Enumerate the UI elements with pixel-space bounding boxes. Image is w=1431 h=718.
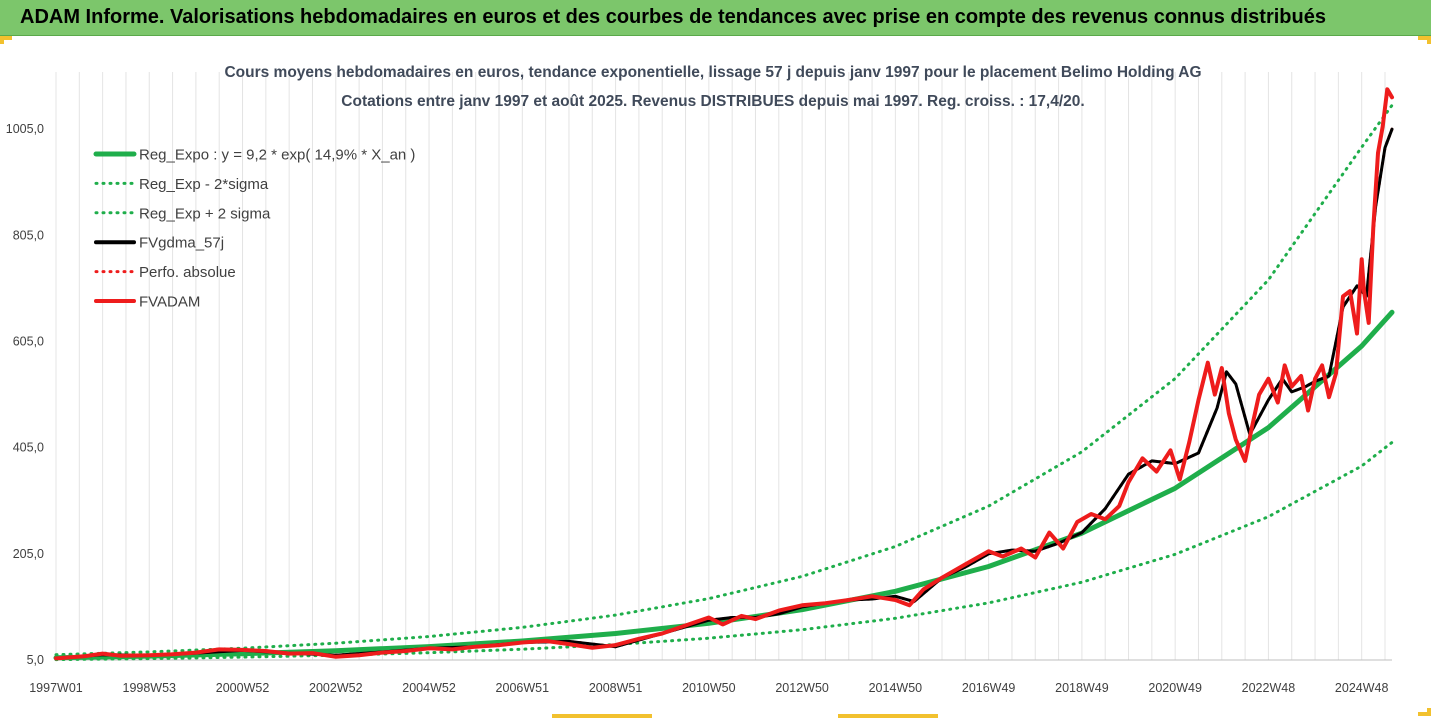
grid <box>55 72 1392 661</box>
y-tick-label: 805,0 <box>13 228 44 242</box>
x-tick-label: 2000W52 <box>216 681 270 695</box>
bottom-marker <box>838 714 938 718</box>
series-reg-exp-line <box>54 103 1394 657</box>
chart: 1997W01 1998W53 2000W52 2002W52 2004W52 2006W… <box>6 64 1395 695</box>
legend-label: FVgdma_57j <box>139 235 224 252</box>
x-tick-label: 2024W48 <box>1335 681 1389 695</box>
y-tick-label: 205,0 <box>13 547 44 561</box>
x-tick-label: 2008W51 <box>589 681 643 695</box>
legend-label: FVADAM <box>139 294 200 311</box>
x-tick-label: 2018W49 <box>1055 681 1109 695</box>
chart-subtitle: Cotations entre janv 1997 et août 2025. … <box>341 93 1084 110</box>
corner-marker <box>1418 36 1431 40</box>
chart-title: Cours moyens hebdomadaires en euros, ten… <box>224 64 1201 81</box>
x-tick-label: 2012W50 <box>775 681 829 695</box>
series-layer <box>53 87 1395 662</box>
x-tick-label: 2002W52 <box>309 681 363 695</box>
series-reg-exp-line <box>54 440 1394 662</box>
x-axis: 1997W01 1998W53 2000W52 2002W52 2004W52 2006W… <box>29 681 1388 695</box>
y-tick-label: 405,0 <box>13 441 44 455</box>
y-tick-label: 1005,0 <box>6 122 44 136</box>
x-tick-label: 1998W53 <box>123 681 177 695</box>
bottom-marker <box>552 714 652 718</box>
legend: Reg_Expo : y = 9,2 * exp( 14,9% * X_an )… <box>93 147 415 311</box>
series-reg-expo-line <box>53 309 1395 661</box>
x-tick-label: 2014W50 <box>869 681 923 695</box>
y-axis: 5,0 205,0 405,0 605,0 805,0 1005,0 <box>6 122 44 667</box>
y-tick-label: 5,0 <box>27 653 44 667</box>
x-tick-label: 2004W52 <box>402 681 456 695</box>
corner-marker <box>0 36 12 40</box>
corner-marker <box>0 36 4 44</box>
report-title: ADAM Informe. Valorisations hebdomadaire… <box>20 6 1326 28</box>
corner-marker <box>1418 712 1431 716</box>
x-tick-label: 2022W48 <box>1242 681 1296 695</box>
legend-label: Reg_Exp + 2 sigma <box>139 205 271 222</box>
x-tick-label: 1997W01 <box>29 681 83 695</box>
y-tick-label: 605,0 <box>13 334 44 348</box>
x-tick-label: 2020W49 <box>1148 681 1202 695</box>
corner-marker <box>1427 36 1431 44</box>
x-tick-label: 2006W51 <box>496 681 550 695</box>
report-header: ADAM Informe. Valorisations hebdomadaire… <box>0 0 1431 36</box>
legend-label: Reg_Expo : y = 9,2 * exp( 14,9% * X_an ) <box>139 147 415 164</box>
legend-label: Reg_Exp - 2*sigma <box>139 176 269 193</box>
corner-marker <box>1427 708 1431 716</box>
series-fvadam-line <box>54 87 1394 661</box>
x-tick-label: 2016W49 <box>962 681 1016 695</box>
x-tick-label: 2010W50 <box>682 681 736 695</box>
legend-label: Perfo. absolue <box>139 264 236 281</box>
